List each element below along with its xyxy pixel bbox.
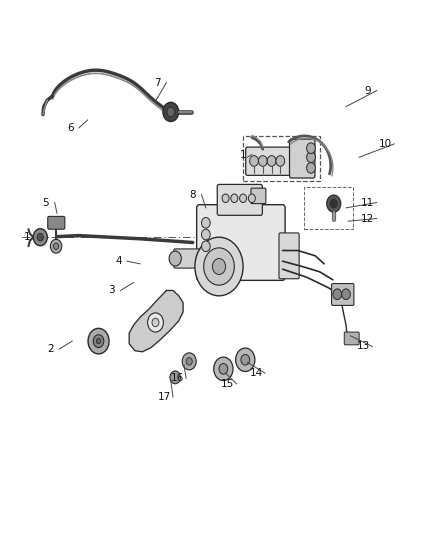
Circle shape [195,237,243,296]
Circle shape [201,229,210,240]
Text: 17: 17 [158,392,171,402]
Circle shape [214,357,233,381]
Text: 7: 7 [154,78,161,87]
Circle shape [258,156,267,166]
Text: 14: 14 [250,368,263,378]
Text: 11: 11 [361,198,374,207]
Circle shape [267,156,276,166]
Circle shape [330,199,337,208]
FancyBboxPatch shape [174,249,202,268]
Circle shape [307,152,315,163]
Circle shape [240,194,247,203]
FancyBboxPatch shape [332,284,354,305]
Circle shape [307,163,315,173]
Text: 1: 1 [240,150,247,159]
Circle shape [250,156,258,166]
FancyBboxPatch shape [217,184,262,215]
Text: 1: 1 [24,232,31,242]
FancyBboxPatch shape [246,147,291,175]
Circle shape [222,194,229,203]
Text: 5: 5 [42,198,49,207]
Circle shape [37,233,43,241]
FancyBboxPatch shape [251,188,266,204]
Circle shape [248,194,255,203]
Text: 15: 15 [221,379,234,389]
Circle shape [88,328,109,354]
Circle shape [186,358,192,365]
Text: 9: 9 [364,86,371,95]
Text: 3: 3 [108,286,115,295]
Circle shape [33,229,47,246]
Circle shape [163,102,179,122]
Text: 13: 13 [357,342,370,351]
FancyBboxPatch shape [290,139,315,178]
Circle shape [53,243,59,249]
Text: 4: 4 [115,256,122,266]
Text: 16: 16 [171,374,184,383]
Circle shape [201,217,210,228]
Circle shape [93,335,104,348]
Circle shape [152,318,159,327]
Circle shape [167,107,175,117]
Circle shape [231,194,238,203]
Circle shape [236,348,255,372]
Text: 6: 6 [67,123,74,133]
Circle shape [307,143,315,154]
Circle shape [333,289,342,300]
Circle shape [201,241,210,252]
FancyBboxPatch shape [279,233,299,279]
Circle shape [96,338,101,344]
Text: 12: 12 [361,214,374,223]
Circle shape [219,364,228,374]
Text: 8: 8 [189,190,196,199]
FancyBboxPatch shape [344,332,359,345]
Text: 10: 10 [379,139,392,149]
Circle shape [148,313,163,332]
Circle shape [50,239,62,253]
FancyBboxPatch shape [48,216,65,229]
Circle shape [241,354,250,365]
Circle shape [182,353,196,370]
Polygon shape [129,290,183,352]
Circle shape [170,371,180,384]
Circle shape [212,259,226,274]
Circle shape [342,289,350,300]
Text: 2: 2 [47,344,54,354]
Circle shape [204,248,234,285]
FancyBboxPatch shape [197,205,285,280]
Circle shape [327,195,341,212]
Circle shape [169,251,181,266]
Circle shape [276,156,285,166]
